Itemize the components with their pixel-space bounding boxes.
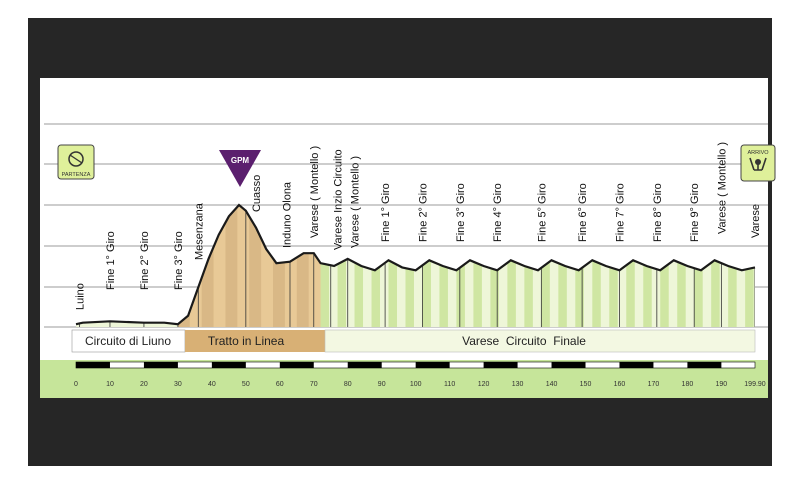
place-label: Varese Inzio Circuito bbox=[333, 149, 345, 250]
profile-stripe bbox=[677, 205, 686, 327]
finish-rider-icon bbox=[749, 157, 767, 171]
x-tick-label: 130 bbox=[512, 381, 524, 388]
gpm-label: GPM bbox=[231, 156, 250, 165]
x-tick-label: 50 bbox=[242, 381, 250, 388]
profile-stripe bbox=[225, 205, 238, 327]
bike-icon bbox=[68, 151, 84, 167]
place-label: Cuasso bbox=[251, 175, 263, 212]
x-tick-label: 10 bbox=[106, 381, 114, 388]
x-tick-label: 90 bbox=[378, 381, 386, 388]
finish-badge-label: ARRIVO bbox=[747, 150, 769, 156]
profile-stripe bbox=[388, 205, 397, 327]
profile-stripe bbox=[422, 205, 431, 327]
finish-badge: ARRIVO bbox=[740, 144, 776, 182]
x-tick-label: 40 bbox=[208, 381, 216, 388]
place-label: Fine 2° Giro bbox=[139, 231, 151, 290]
x-tick-label: 30 bbox=[174, 381, 182, 388]
place-label: Varese ( Montello ) bbox=[309, 146, 321, 238]
place-label: Induno Olona bbox=[282, 181, 294, 248]
start-badge-label: PARTENZA bbox=[62, 172, 91, 178]
section-circuito-finale bbox=[324, 329, 756, 353]
place-label: Fine 4° Giro bbox=[492, 183, 504, 242]
x-tick-label: 20 bbox=[140, 381, 148, 388]
ruler-segment bbox=[143, 362, 178, 368]
place-label: Fine 8° Giro bbox=[652, 183, 664, 242]
profile-stripe bbox=[473, 205, 482, 327]
profile-stripe bbox=[320, 205, 330, 327]
ruler-segment bbox=[619, 362, 654, 368]
section-label: Varese Circuito Finale bbox=[462, 334, 586, 348]
x-tick-label: 110 bbox=[444, 381, 455, 388]
profile-stripe bbox=[337, 205, 347, 327]
profile-stripe bbox=[237, 205, 250, 327]
profile-stripe bbox=[592, 205, 601, 327]
x-tick-label: 150 bbox=[580, 381, 592, 388]
x-tick-label: 199.90 bbox=[744, 381, 766, 388]
km-ruler: 0 10 20 30 40 50 60 70 80 90 100 110 120 130 140 150 160… bbox=[74, 361, 766, 388]
x-tick-label: 100 bbox=[410, 381, 422, 388]
section-label: Circuito di Liuno bbox=[85, 334, 171, 348]
profile-outline bbox=[75, 203, 756, 326]
ruler-segment bbox=[483, 362, 518, 368]
x-tick-label: 120 bbox=[478, 381, 490, 388]
place-label: Fine 1° Giro bbox=[105, 231, 117, 290]
place-labels: Luino Fine 1° Giro Fine 2° Giro Fine 3° Gir… bbox=[74, 142, 762, 310]
ruler-segment bbox=[279, 362, 314, 368]
profile-stripe bbox=[354, 205, 364, 327]
section-tratto bbox=[185, 330, 325, 352]
x-tick-label: 160 bbox=[614, 381, 626, 388]
x-tick-label: 180 bbox=[682, 381, 694, 388]
place-label: Fine 2° Giro bbox=[417, 183, 429, 242]
section-bands: Circuito di Liuno Tratto in Linea Varese C… bbox=[71, 329, 756, 353]
x-tick-label: 70 bbox=[310, 381, 318, 388]
place-label: Varese ( Montello ) bbox=[350, 156, 362, 248]
place-label: Fine 7° Giro bbox=[614, 183, 626, 242]
place-label: Fine 1° Giro bbox=[380, 183, 392, 242]
ruler-segment bbox=[415, 362, 450, 368]
place-label: Fine 9° Giro bbox=[689, 183, 701, 242]
x-tick-label: 80 bbox=[344, 381, 352, 388]
place-label: Varese bbox=[750, 204, 762, 238]
ruler-segment bbox=[76, 362, 110, 368]
x-tick-label: 170 bbox=[648, 381, 660, 388]
ruler-segment bbox=[551, 362, 586, 368]
ruler-segment bbox=[211, 362, 246, 368]
x-tick-label: 190 bbox=[716, 381, 728, 388]
ruler-segment bbox=[687, 362, 722, 368]
place-label: Fine 5° Giro bbox=[536, 183, 548, 242]
gpm-marker: GPM bbox=[219, 150, 261, 187]
place-label: Luino bbox=[74, 283, 86, 310]
x-tick-label: 0 bbox=[74, 381, 78, 388]
place-label: Fine 3° Giro bbox=[173, 231, 185, 290]
start-badge: PARTENZA bbox=[57, 144, 95, 180]
profile-stripe bbox=[711, 205, 720, 327]
x-tick-label: 60 bbox=[276, 381, 284, 388]
place-label: Fine 6° Giro bbox=[577, 183, 589, 242]
section-label: Tratto in Linea bbox=[208, 334, 285, 348]
place-label: Varese ( Montello ) bbox=[716, 142, 728, 234]
ruler-segment bbox=[347, 362, 382, 368]
x-tick-label: 140 bbox=[546, 381, 558, 388]
place-label: Fine 3° Giro bbox=[455, 183, 467, 242]
place-label: Mesenzana bbox=[193, 202, 205, 260]
profile-stripe bbox=[507, 205, 516, 327]
profile-stripe bbox=[626, 205, 635, 327]
